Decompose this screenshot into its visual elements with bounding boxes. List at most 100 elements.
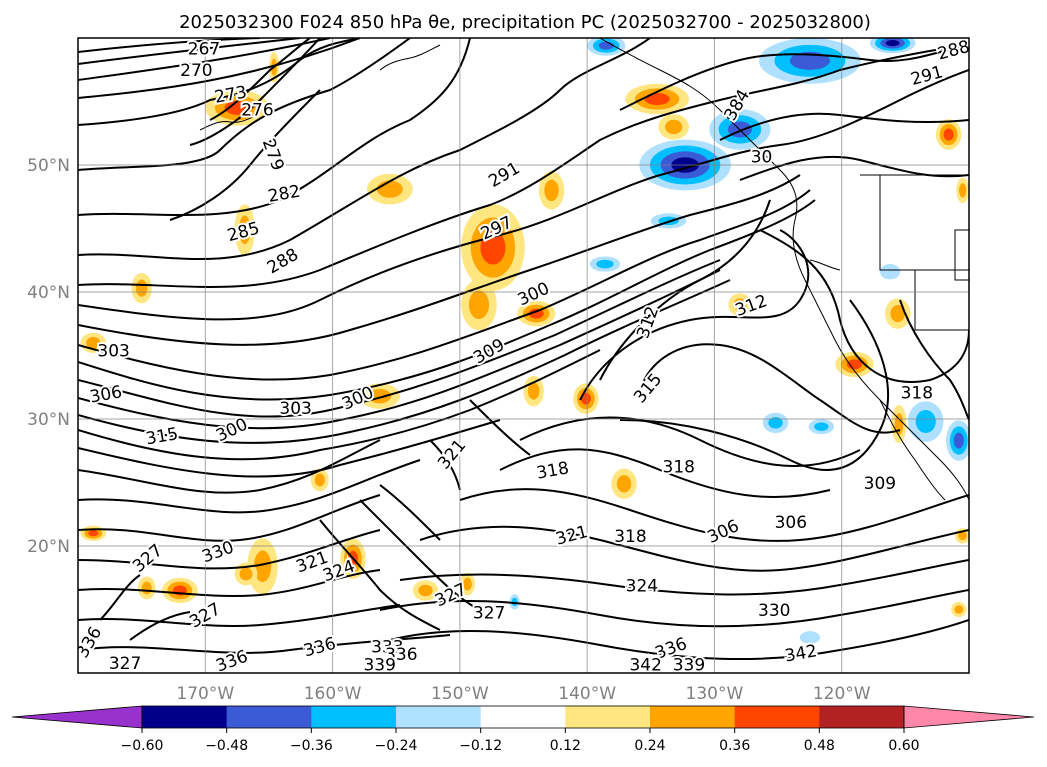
contour-line [78, 38, 471, 216]
precip-positive-area [463, 577, 472, 591]
precip-positive-area [890, 304, 905, 323]
contour-line [78, 38, 361, 99]
contour-line [319, 519, 441, 631]
colorbar-tick-label: 0.36 [719, 738, 750, 754]
contour-line [469, 399, 531, 456]
precip-positive-area [253, 550, 272, 583]
contour-line [78, 269, 721, 430]
precip-negative-area [799, 631, 821, 644]
colorbar-segment [565, 706, 651, 728]
precip-negative-area [768, 417, 783, 429]
colorbar-tick-label: 0.24 [634, 738, 665, 754]
contour-line [389, 619, 969, 661]
contour-line [429, 439, 461, 491]
contour-line [78, 459, 421, 514]
precip-positive-area [943, 128, 954, 141]
map-panel: 2672702732762792822852882912973003093123… [77, 37, 970, 675]
colorbar-tick-label: −0.12 [459, 738, 502, 754]
contour-label: 336 [385, 645, 417, 665]
contour-line [499, 448, 831, 498]
contour-line [78, 189, 811, 381]
coastline [860, 174, 969, 331]
precip-positive-area [846, 359, 862, 370]
contour-line [599, 199, 771, 381]
colorbar-extend-low [11, 705, 143, 729]
contour-line [359, 499, 481, 611]
coastline [199, 114, 259, 131]
colorbar-segment [650, 706, 736, 728]
contour-label: 339 [673, 655, 705, 675]
contour-line [78, 349, 601, 461]
contour-line [579, 229, 810, 401]
precip-positive-area [733, 298, 747, 312]
colorbar-frame [141, 705, 905, 729]
colorbar-tick-label: 0.60 [888, 738, 919, 754]
theta-e-contours [78, 38, 969, 661]
gridlines [78, 38, 969, 673]
precip-negative-area [915, 410, 936, 434]
contour-line [78, 199, 816, 401]
precip-positive-area [958, 531, 967, 541]
precip-positive-area [418, 584, 433, 597]
contour-label: 327 [473, 603, 505, 623]
coastline [879, 399, 946, 501]
longitude-tick-label: 170°W [176, 684, 234, 704]
contour-line [78, 439, 381, 494]
precip-negative-area [814, 422, 829, 431]
contour-label: 276 [241, 100, 273, 120]
precip-positive-area [376, 180, 403, 198]
contour-line [78, 569, 381, 598]
coastline [809, 259, 841, 271]
contour-line [399, 559, 969, 596]
precip-positive-area [527, 382, 540, 400]
precip-negative-area [879, 264, 901, 280]
colorbar-tick-label: 0.12 [550, 738, 581, 754]
longitude-tick-label: 140°W [558, 684, 616, 704]
contour-label: 30 [751, 147, 773, 167]
contour-line [78, 604, 401, 628]
contour-line [459, 488, 969, 542]
contour-label: 342 [629, 655, 661, 675]
longitude-tick-label: 150°W [431, 684, 489, 704]
contour-line [78, 174, 801, 346]
contour-line [78, 279, 731, 444]
colorbar-segment [142, 706, 228, 728]
contour-label: 270 [180, 61, 212, 81]
contour-line [189, 38, 321, 146]
latitude-tick-labels: 20°N 30°N 40°N 50°N [27, 156, 70, 557]
colorbar-extend-high [903, 705, 1035, 729]
colorbar-segment [226, 706, 312, 728]
contour-line [78, 38, 411, 171]
coastline [599, 38, 969, 501]
contour-label: 324 [626, 577, 658, 597]
contour-line [739, 155, 969, 181]
contour-label: 318 [663, 457, 695, 477]
contour-line [619, 44, 969, 111]
contour-line [78, 529, 381, 570]
colorbar-segment [819, 706, 905, 728]
contour-label: 303 [97, 342, 129, 362]
precip-negative-area [885, 40, 900, 47]
precip-positive-area [238, 215, 251, 245]
precip-positive-area [88, 530, 99, 537]
colorbar-tick-label: −0.48 [205, 738, 248, 754]
contour-line [78, 259, 721, 418]
precip-positive-area [528, 308, 544, 319]
map-background [78, 38, 969, 673]
colorbar-tick-label: −0.24 [375, 738, 418, 754]
precip-positive-area [141, 581, 152, 595]
precip-positive-area [314, 473, 325, 487]
contour-line [78, 69, 969, 321]
contour-label: 339 [363, 655, 395, 675]
contour-label: 327 [109, 654, 141, 674]
contour-line [129, 611, 191, 641]
longitude-tick-label: 160°W [304, 684, 362, 704]
colorbar-tick-label: −0.36 [290, 738, 333, 754]
contour-line [99, 574, 141, 621]
contour-line [78, 494, 381, 542]
longitude-tick-labels: 170°W 160°W 150°W 140°W 130°W 120°W [176, 684, 870, 704]
contour-line [78, 38, 331, 81]
contour-label: 318 [614, 527, 646, 547]
colorbar-segment [734, 706, 820, 728]
